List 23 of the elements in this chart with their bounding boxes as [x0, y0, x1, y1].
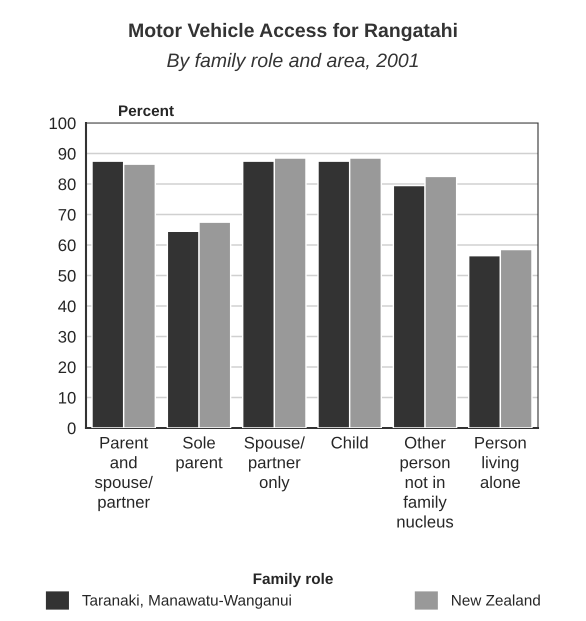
legend-label: New Zealand: [452, 594, 540, 606]
y-tick-label: 90: [58, 148, 76, 160]
chart-title: Motor Vehicle Access for Rangatahi: [129, 22, 457, 42]
x-tick-label: Person living alone: [475, 436, 526, 488]
y-tick-label: 80: [58, 178, 76, 190]
legend-label: Taranaki, Manawatu-Wanganui: [82, 594, 291, 609]
y-tick-label: 0: [68, 422, 76, 434]
y-tick-label: 70: [58, 208, 76, 221]
chart-subtitle: By family role and area, 2001: [167, 52, 418, 72]
y-tick-label: 10: [59, 392, 76, 404]
x-tick-label: Parent and spouse/ partner: [94, 436, 153, 512]
x-tick-label: Sole parent: [176, 436, 223, 472]
y-tick-label: 20: [58, 361, 76, 374]
y-tick-label: 30: [58, 330, 76, 343]
y-axis-title: Percent: [119, 105, 174, 116]
y-tick-label: 60: [58, 239, 76, 252]
y-tick-label: 50: [58, 270, 76, 282]
x-axis-title: Family role: [254, 572, 333, 588]
y-tick-label: 40: [58, 300, 76, 312]
x-tick-label: Spouse/ partner only: [244, 436, 305, 492]
x-tick-label: Child: [332, 436, 368, 449]
y-tick-label: 100: [50, 117, 76, 130]
x-tick-label: Other person not in family nucleus: [397, 436, 454, 528]
